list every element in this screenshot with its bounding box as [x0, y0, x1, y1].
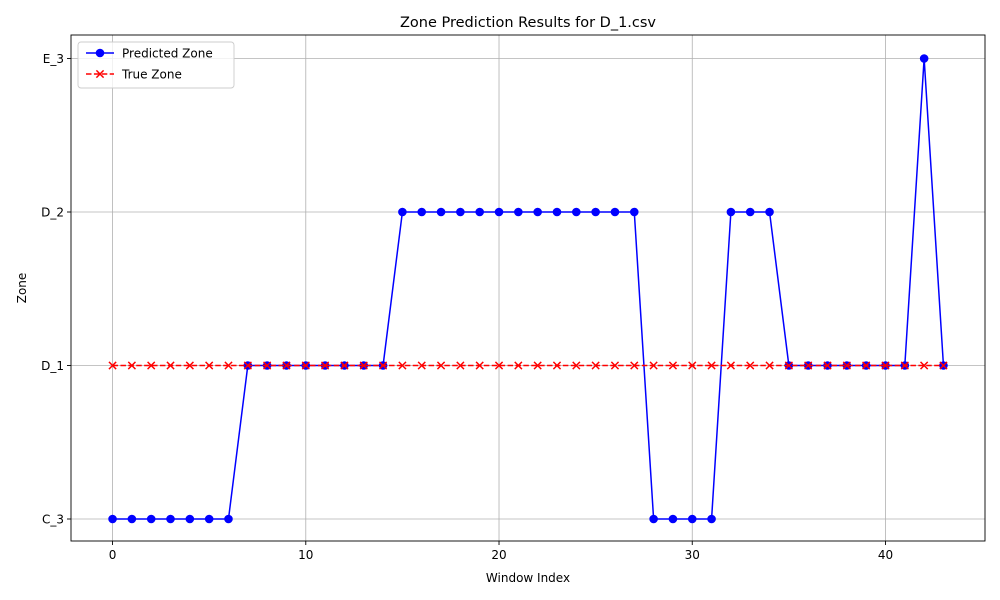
data-point	[862, 361, 871, 370]
data-point	[456, 361, 465, 370]
legend-marker	[95, 69, 105, 79]
data-point	[398, 207, 407, 217]
data-point	[649, 361, 658, 370]
data-point	[610, 207, 620, 217]
data-point	[900, 361, 909, 370]
data-point	[185, 361, 194, 370]
x-axis-label: Window Index	[486, 571, 570, 585]
series-true-zone	[108, 361, 948, 370]
legend-marker	[95, 48, 105, 58]
data-point	[243, 361, 252, 370]
data-point	[687, 514, 697, 524]
y-tick-label: E_3	[43, 52, 64, 66]
data-point	[668, 514, 678, 524]
data-point	[552, 361, 562, 370]
x-tick-label: 10	[298, 548, 313, 562]
series-layer	[108, 54, 948, 524]
data-point	[572, 207, 581, 217]
data-point	[436, 207, 446, 217]
data-point	[147, 361, 156, 370]
data-point	[881, 361, 890, 370]
data-point	[746, 361, 755, 370]
data-point	[591, 207, 600, 217]
data-point	[436, 361, 446, 370]
data-point	[475, 361, 484, 370]
data-point	[919, 54, 929, 63]
data-point	[456, 207, 465, 217]
legend-box	[77, 41, 235, 89]
data-point	[417, 361, 426, 370]
data-point	[552, 207, 562, 217]
data-point	[610, 361, 620, 370]
data-point	[842, 361, 851, 370]
data-point	[282, 361, 291, 370]
data-point	[417, 207, 427, 217]
data-point	[765, 361, 774, 370]
data-point	[629, 207, 639, 217]
x-axis-ticks: 0 10 20 30 40	[109, 541, 893, 562]
data-point	[494, 361, 504, 370]
x-tick-label: 0	[109, 548, 117, 562]
data-point	[920, 361, 929, 370]
data-point	[591, 361, 600, 370]
data-point	[630, 361, 639, 370]
data-point	[166, 361, 175, 370]
data-point	[166, 514, 175, 524]
data-point	[204, 514, 214, 524]
data-point	[127, 361, 136, 370]
x-tick-label: 40	[878, 548, 893, 562]
data-point	[146, 514, 156, 524]
data-point	[494, 207, 504, 217]
data-point	[939, 361, 948, 370]
data-point	[707, 514, 716, 524]
data-point	[707, 361, 716, 370]
x-tick-label: 20	[491, 548, 506, 562]
data-point	[784, 361, 793, 370]
data-point	[475, 207, 484, 217]
legend-label: Predicted Zone	[122, 47, 213, 61]
y-axis-ticks: C_3 D_1 D_2 E_3	[41, 52, 71, 527]
chart-title: Zone Prediction Results for D_1.csv	[400, 15, 656, 31]
data-point	[533, 361, 542, 370]
data-point	[127, 514, 137, 524]
data-point	[533, 207, 542, 217]
data-point	[514, 207, 523, 217]
y-tick-label: D_1	[41, 359, 64, 373]
data-point	[726, 207, 736, 217]
data-point	[823, 361, 832, 370]
data-point	[301, 361, 310, 370]
data-point	[205, 361, 214, 370]
data-point	[668, 361, 678, 370]
data-point	[224, 514, 233, 524]
data-point	[745, 207, 755, 217]
y-tick-label: C_3	[42, 513, 64, 527]
legend: Predicted Zone True Zone	[77, 41, 235, 89]
plot-frame	[70, 34, 986, 542]
data-point	[108, 514, 117, 524]
data-point	[320, 361, 330, 370]
data-point	[649, 514, 658, 524]
data-point	[688, 361, 697, 370]
data-point	[263, 361, 272, 370]
data-point	[340, 361, 349, 370]
data-point	[572, 361, 581, 370]
data-point	[804, 361, 813, 370]
data-point	[765, 207, 774, 217]
data-point	[378, 361, 388, 370]
x-tick-label: 30	[685, 548, 700, 562]
data-point	[224, 361, 233, 370]
data-point	[398, 361, 407, 370]
data-point	[726, 361, 736, 370]
data-point	[185, 514, 195, 524]
y-axis-label: Zone	[15, 273, 29, 304]
data-point	[514, 361, 523, 370]
data-point	[108, 361, 117, 370]
data-point	[359, 361, 368, 370]
y-tick-label: D_2	[41, 206, 64, 220]
legend-label: True Zone	[121, 68, 182, 82]
